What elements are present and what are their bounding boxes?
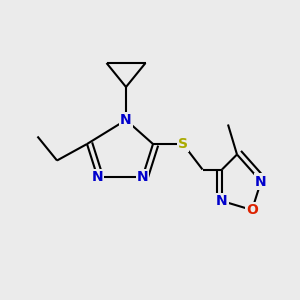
Text: O: O bbox=[246, 203, 258, 217]
Text: N: N bbox=[92, 170, 103, 184]
Text: N: N bbox=[216, 194, 228, 208]
Text: N: N bbox=[120, 113, 132, 127]
Text: N: N bbox=[255, 175, 267, 188]
Text: N: N bbox=[137, 170, 148, 184]
Text: S: S bbox=[178, 137, 188, 151]
